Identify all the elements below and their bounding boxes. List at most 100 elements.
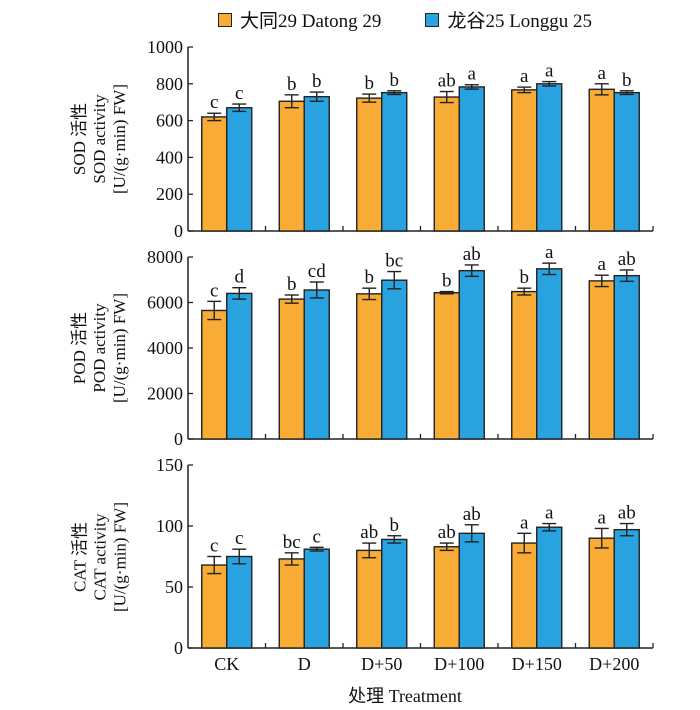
x-tick-label: D+50 bbox=[361, 654, 402, 674]
sod-ylabel-line-1: SOD 活性 bbox=[70, 102, 89, 176]
pod-y-tick-label: 8000 bbox=[147, 247, 183, 267]
sod-bar-longgu25 bbox=[458, 86, 485, 232]
pod-ylabel-line-3: [U/(g·min) FW] bbox=[110, 293, 129, 404]
legend-item-longgu25: 龙谷25 Longgu 25 bbox=[425, 6, 592, 33]
cat-bar-longgu25 bbox=[381, 538, 408, 649]
sod-ylabel-line-2: SOD activity bbox=[90, 94, 109, 184]
sod-bar-longgu25 bbox=[303, 95, 330, 232]
sod-y-axis-label: SOD 活性 SOD activity [U/(g·min) FW] bbox=[70, 37, 130, 241]
sod-bar-longgu25 bbox=[536, 83, 563, 232]
cat-significance-letter: ab bbox=[618, 503, 636, 524]
sod-y-tick-label: 1000 bbox=[147, 37, 183, 57]
pod-bar-longgu25 bbox=[381, 279, 408, 440]
sod-significance-letter: a bbox=[598, 63, 607, 84]
pod-bar-datong29 bbox=[511, 290, 538, 440]
pod-significance-letter: a bbox=[545, 242, 554, 263]
cat-y-axis-label: CAT 活性 CAT activity [U/(g·min) FW] bbox=[70, 455, 130, 658]
pod-significance-letter: b bbox=[365, 267, 375, 288]
x-tick-label: D+100 bbox=[434, 654, 484, 674]
cat-significance-letter: a bbox=[545, 503, 554, 524]
cat-bar-datong29 bbox=[356, 549, 383, 649]
legend-label-longgu25: 龙谷25 Longgu 25 bbox=[447, 11, 593, 32]
sod-y-tick-label: 600 bbox=[156, 111, 183, 131]
cat-significance-letter: a bbox=[598, 507, 607, 528]
pod-bar-datong29 bbox=[433, 292, 460, 440]
pod-significance-letter: cd bbox=[308, 261, 326, 282]
legend: 大同29 Datong 29 龙谷25 Longgu 25 bbox=[218, 6, 592, 33]
cat-bar-longgu25 bbox=[613, 528, 640, 649]
sod-significance-letter: b bbox=[365, 73, 375, 94]
legend-swatch-datong29 bbox=[218, 12, 232, 27]
pod-bar-datong29 bbox=[588, 280, 615, 440]
cat-y-tick-label: 0 bbox=[174, 638, 183, 658]
sod-significance-letter: c bbox=[235, 83, 243, 104]
pod-bar-longgu25 bbox=[458, 269, 485, 440]
cat-y-tick-label: 100 bbox=[156, 516, 183, 536]
sod-y-tick-label: 200 bbox=[156, 184, 183, 204]
cat-bar-longgu25 bbox=[536, 526, 563, 649]
cat-y-tick-label: 50 bbox=[165, 577, 183, 597]
cat-significance-letter: bc bbox=[283, 532, 301, 553]
cat-significance-letter: a bbox=[520, 512, 529, 533]
cat-significance-letter: ab bbox=[360, 522, 378, 543]
pod-bar-longgu25 bbox=[303, 289, 330, 440]
cat-bar-datong29 bbox=[588, 537, 615, 649]
cat-bar-longgu25 bbox=[458, 532, 485, 649]
sod-significance-letter: a bbox=[520, 66, 529, 87]
sod-bar-datong29 bbox=[511, 89, 538, 232]
sod-bar-longgu25 bbox=[381, 91, 408, 232]
pod-bar-longgu25 bbox=[536, 268, 563, 440]
x-tick-label: D+200 bbox=[589, 654, 639, 674]
pod-bar-longgu25 bbox=[226, 292, 253, 440]
pod-y-axis-label: POD 活性 POD activity [U/(g·min) FW] bbox=[70, 247, 130, 449]
sod-significance-letter: b bbox=[622, 70, 632, 91]
pod-bar-datong29 bbox=[278, 298, 305, 440]
sod-bar-datong29 bbox=[588, 88, 615, 232]
x-tick-label: CK bbox=[214, 654, 239, 674]
pod-y-tick-label: 0 bbox=[174, 429, 183, 449]
pod-ylabel-line-1: POD 活性 bbox=[70, 311, 89, 385]
pod-significance-letter: ab bbox=[618, 249, 636, 270]
sod-y-tick-label: 0 bbox=[174, 221, 183, 241]
pod-bar-datong29 bbox=[201, 309, 228, 440]
pod-significance-letter: bc bbox=[385, 251, 403, 272]
cat-significance-letter: c bbox=[210, 536, 218, 557]
legend-item-datong29: 大同29 Datong 29 bbox=[218, 6, 381, 33]
cat-bar-datong29 bbox=[511, 542, 538, 649]
sod-significance-letter: a bbox=[468, 64, 477, 85]
pod-significance-letter: b bbox=[520, 267, 530, 288]
sod-significance-letter: b bbox=[312, 71, 322, 92]
x-tick-label: D+150 bbox=[512, 654, 562, 674]
sod-significance-letter: b bbox=[287, 74, 297, 95]
pod-bar-longgu25 bbox=[613, 274, 640, 440]
cat-bar-datong29 bbox=[278, 558, 305, 649]
cat-bar-longgu25 bbox=[226, 555, 253, 649]
sod-y-tick-label: 800 bbox=[156, 74, 183, 94]
sod-ylabel-line-3: [U/(g·min) FW] bbox=[110, 84, 129, 195]
cat-bar-longgu25 bbox=[303, 548, 330, 649]
pod-ylabel-line-2: POD activity bbox=[90, 303, 109, 393]
sod-bar-datong29 bbox=[356, 97, 383, 232]
sod-bar-longgu25 bbox=[226, 107, 253, 232]
cat-ylabel-line-2: CAT activity bbox=[90, 512, 109, 601]
legend-label-datong29: 大同29 Datong 29 bbox=[240, 11, 382, 32]
pod-y-tick-label: 4000 bbox=[147, 338, 183, 358]
pod-significance-letter: a bbox=[598, 254, 607, 275]
sod-y-tick-label: 400 bbox=[156, 147, 183, 167]
pod-significance-letter: d bbox=[235, 267, 245, 288]
cat-significance-letter: b bbox=[390, 515, 400, 536]
cat-ylabel-line-1: CAT 活性 bbox=[70, 521, 89, 592]
cat-significance-letter: c bbox=[235, 528, 243, 549]
pod-bar-datong29 bbox=[356, 293, 383, 440]
cat-bar-datong29 bbox=[201, 564, 228, 649]
cat-y-tick-label: 150 bbox=[156, 455, 183, 475]
sod-significance-letter: a bbox=[545, 61, 554, 82]
cat-significance-letter: ab bbox=[438, 522, 456, 543]
cat-significance-letter: c bbox=[313, 526, 321, 547]
sod-bar-datong29 bbox=[201, 116, 228, 232]
pod-significance-letter: c bbox=[210, 280, 218, 301]
pod-significance-letter: b bbox=[287, 274, 297, 295]
cat-bar-datong29 bbox=[433, 546, 460, 649]
sod-significance-letter: ab bbox=[438, 71, 456, 92]
sod-bar-datong29 bbox=[433, 96, 460, 232]
